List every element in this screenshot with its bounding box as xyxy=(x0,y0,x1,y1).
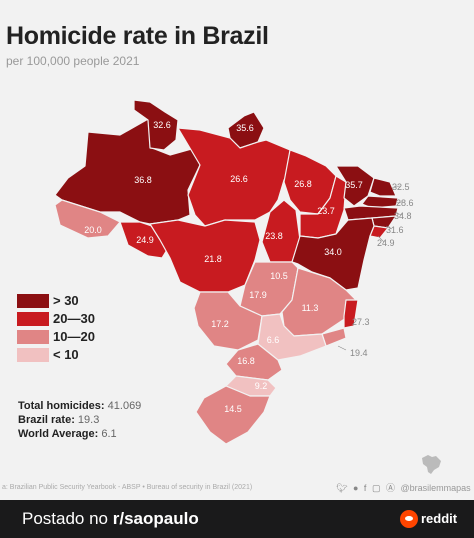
label-ma: 26.8 xyxy=(294,179,312,189)
social-handle: @brasilemmapas xyxy=(400,483,471,493)
reddit-footer[interactable]: Postado no r/saopaulo reddit xyxy=(0,500,474,538)
stat-brazil-value: 19.3 xyxy=(77,414,100,426)
label-ro: 24.9 xyxy=(136,235,154,245)
stat-world-label: World Average: xyxy=(18,428,99,440)
label-sp: 6.6 xyxy=(267,335,280,345)
legend-label: < 10 xyxy=(53,347,79,362)
label-rn: 32.5 xyxy=(392,182,410,192)
leader-lines xyxy=(337,185,403,351)
source-note: a: Brazilian Public Security Yearbook - … xyxy=(2,484,253,491)
state-rs xyxy=(195,385,271,445)
at-icon: Ⓐ xyxy=(385,483,395,493)
state-rr xyxy=(133,99,179,151)
chart-title: Homicide rate in Brazil xyxy=(6,22,269,50)
label-al: 31.6 xyxy=(386,225,404,235)
stats-block: Total homicides: 41.069 Brazil rate: 19.… xyxy=(18,399,141,441)
chart-subtitle: per 100,000 people 2021 xyxy=(6,54,140,68)
legend-swatch xyxy=(17,312,49,326)
label-pi: 23.7 xyxy=(317,206,335,216)
legend-label: 10—20 xyxy=(53,329,95,344)
legend-swatch xyxy=(17,348,49,362)
label-to: 23.8 xyxy=(265,231,283,241)
reddit-brand: reddit xyxy=(421,511,458,526)
label-df: 10.5 xyxy=(270,271,288,281)
twitter-icon: 🐦︎ xyxy=(336,483,348,493)
state-pr xyxy=(225,343,283,381)
infographic: 32.6 35.6 36.8 26.6 20.0 24.9 21.8 23.8 … xyxy=(2,22,471,494)
footer-prefix: Postado no xyxy=(22,509,113,528)
stat-world-value: 6.1 xyxy=(101,428,117,440)
state-es xyxy=(343,299,359,329)
reddit-icon: ● xyxy=(352,483,359,493)
label-pe: 34.8 xyxy=(394,211,412,221)
legend-label: > 30 xyxy=(53,293,79,308)
brazil-outline-icon xyxy=(422,455,441,474)
label-ce: 35.7 xyxy=(345,180,363,190)
legend-swatch xyxy=(17,330,49,344)
state-ac xyxy=(54,199,121,239)
footer-text: Postado no r/saopaulo xyxy=(22,509,199,529)
state-pa xyxy=(177,127,301,227)
label-go: 17.9 xyxy=(249,290,267,300)
label-mg: 11.3 xyxy=(302,303,319,313)
label-ms: 17.2 xyxy=(211,319,229,329)
stat-total-label: Total homicides: xyxy=(18,400,105,412)
reddit-logo-icon xyxy=(400,510,418,528)
stat-brazil-label: Brazil rate: xyxy=(18,414,75,426)
label-mt: 21.8 xyxy=(204,254,222,264)
facebook-icon: f xyxy=(363,483,367,493)
state-ce xyxy=(335,165,375,207)
social-bar: 🐦︎ ● f ▢ Ⓐ @brasilemmapas xyxy=(336,481,471,494)
label-am: 36.8 xyxy=(134,175,152,185)
label-rs: 14.5 xyxy=(224,404,242,414)
legend-swatch xyxy=(17,294,49,308)
stat-brazil: Brazil rate: 19.3 xyxy=(18,413,141,427)
label-es: 27.3 xyxy=(352,317,370,327)
stat-total: Total homicides: 41.069 xyxy=(18,399,141,413)
label-rr: 32.6 xyxy=(153,120,171,130)
label-pb: 28.6 xyxy=(396,198,414,208)
instagram-icon: ▢ xyxy=(371,483,381,493)
legend-label: 20—30 xyxy=(53,311,95,326)
label-pa: 26.6 xyxy=(230,174,248,184)
state-rn xyxy=(369,177,397,197)
label-ba: 34.0 xyxy=(324,247,342,257)
state-ms xyxy=(193,291,263,351)
label-ap: 35.6 xyxy=(236,123,254,133)
label-sc: 9.2 xyxy=(255,381,268,391)
label-se: 24.9 xyxy=(377,238,395,248)
subreddit-link[interactable]: r/saopaulo xyxy=(112,509,199,528)
label-pr: 16.8 xyxy=(237,356,255,366)
label-ac: 20.0 xyxy=(84,225,102,235)
label-rj: 19.4 xyxy=(350,348,368,358)
brazil-map: 32.6 35.6 36.8 26.6 20.0 24.9 21.8 23.8 … xyxy=(54,99,414,445)
stat-total-value: 41.069 xyxy=(107,400,142,412)
stat-world: World Average: 6.1 xyxy=(18,427,141,441)
